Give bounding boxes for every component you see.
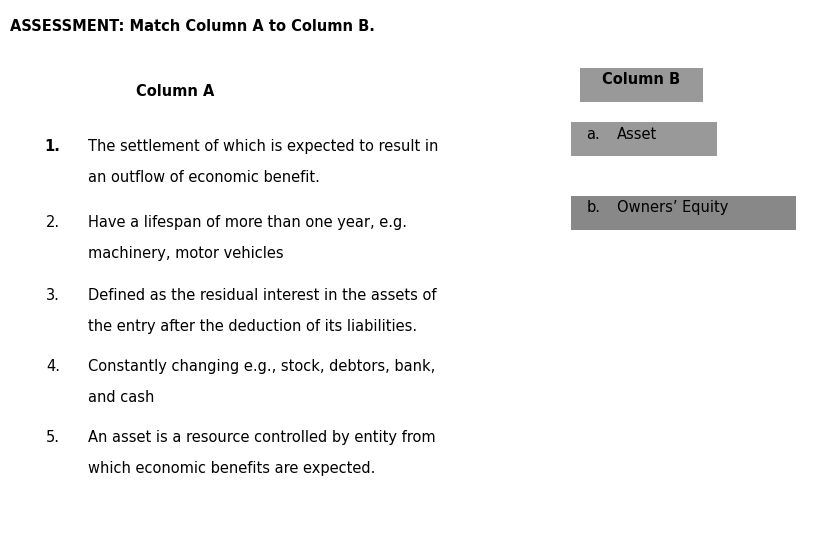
- Text: which economic benefits are expected.: which economic benefits are expected.: [88, 461, 375, 476]
- FancyBboxPatch shape: [580, 68, 703, 102]
- Text: The settlement of which is expected to result in: The settlement of which is expected to r…: [88, 139, 438, 154]
- Text: and cash: and cash: [88, 390, 154, 405]
- FancyBboxPatch shape: [571, 122, 717, 156]
- Text: a.: a.: [586, 127, 600, 142]
- FancyBboxPatch shape: [571, 196, 796, 230]
- Text: 3.: 3.: [46, 288, 60, 304]
- Text: Column A: Column A: [136, 84, 214, 100]
- Text: Constantly changing e.g., stock, debtors, bank,: Constantly changing e.g., stock, debtors…: [88, 359, 435, 374]
- Text: 2.: 2.: [46, 215, 60, 230]
- Text: machinery, motor vehicles: machinery, motor vehicles: [88, 246, 284, 261]
- Text: Have a lifespan of more than one year, e.g.: Have a lifespan of more than one year, e…: [88, 215, 406, 230]
- Text: Owners’ Equity: Owners’ Equity: [617, 200, 729, 215]
- Text: 5.: 5.: [46, 430, 60, 445]
- Text: an outflow of economic benefit.: an outflow of economic benefit.: [88, 170, 319, 185]
- Text: 1.: 1.: [44, 139, 60, 154]
- Text: Defined as the residual interest in the assets of: Defined as the residual interest in the …: [88, 288, 436, 304]
- Text: 4.: 4.: [46, 359, 60, 374]
- Text: the entry after the deduction of its liabilities.: the entry after the deduction of its lia…: [88, 319, 417, 335]
- Text: b.: b.: [586, 200, 600, 215]
- Text: Column B: Column B: [602, 72, 681, 88]
- Text: ASSESSMENT: Match Column A to Column B.: ASSESSMENT: Match Column A to Column B.: [10, 19, 374, 34]
- Text: An asset is a resource controlled by entity from: An asset is a resource controlled by ent…: [88, 430, 435, 445]
- Text: Asset: Asset: [617, 127, 657, 142]
